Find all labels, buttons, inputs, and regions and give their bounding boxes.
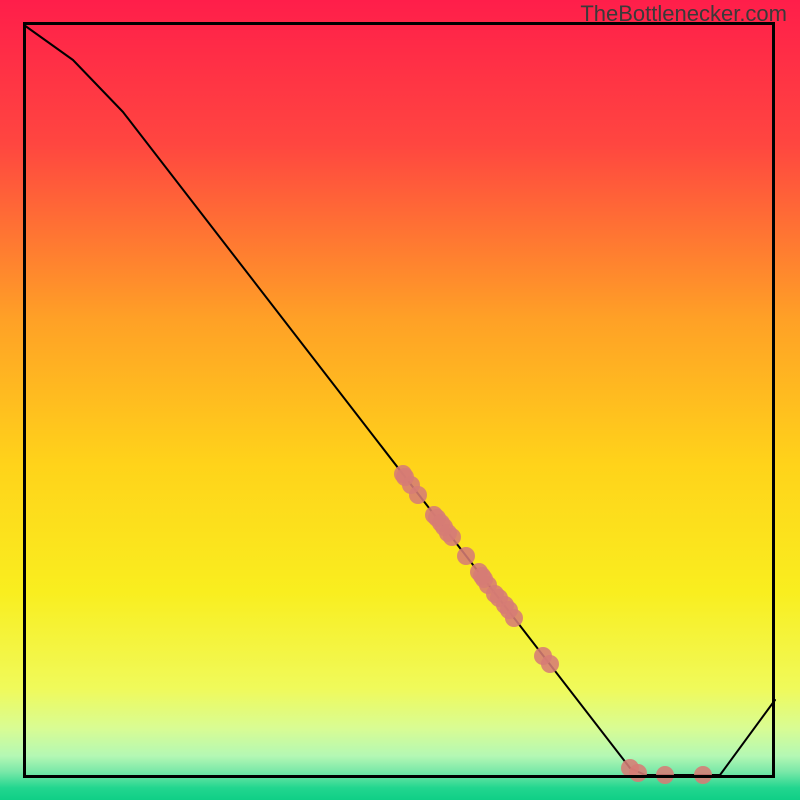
chart-border [23,22,775,778]
watermark-text: TheBottlenecker.com [580,1,787,27]
chart-stage: TheBottlenecker.com [0,0,800,800]
